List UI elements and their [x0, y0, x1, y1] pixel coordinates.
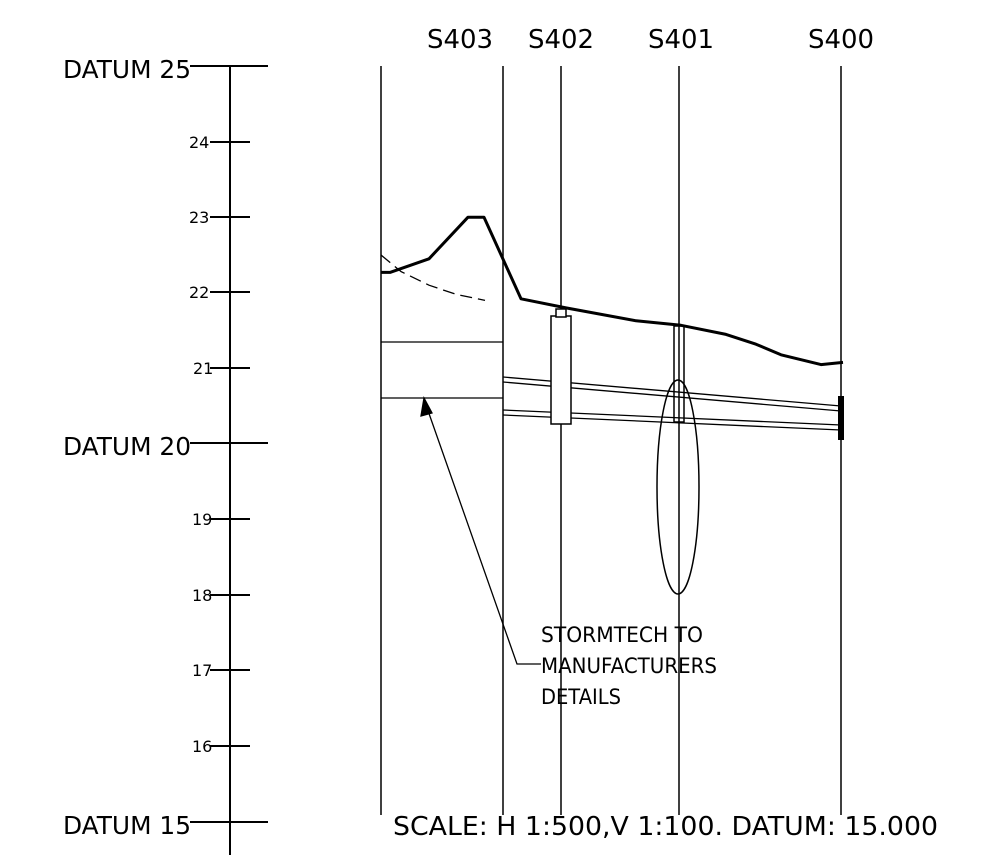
tick-label-21: 21: [193, 359, 213, 378]
tick-label-22: 22: [189, 283, 209, 302]
manhole-s402-shaft: [550, 315, 572, 425]
note-leader-arrowhead: [420, 396, 433, 417]
tick-label-17: 17: [192, 661, 212, 680]
datum-label-20: DATUM 20: [63, 432, 191, 461]
manhole-s402-cover: [555, 308, 567, 318]
station-label-s402: S402: [528, 25, 594, 55]
station-label-s401: S401: [648, 25, 714, 55]
tick-label-18: 18: [192, 586, 212, 605]
level-scale: [190, 65, 268, 855]
note-line-1: STORMTECH TO: [541, 623, 703, 647]
station-lines: [380, 66, 842, 815]
manhole-s401-shaft: [673, 325, 685, 423]
existing-ground-line: [380, 254, 486, 302]
manhole-s402: [550, 308, 572, 425]
datum-label-15: DATUM 15: [63, 811, 191, 840]
note-leader: [420, 396, 541, 665]
outfall-marker-s400: [838, 396, 844, 440]
note-line-2: MANUFACTURERS: [541, 654, 717, 678]
proposed-ground-line: [381, 215, 844, 367]
scale-note: SCALE: H 1:500,V 1:100. DATUM: 15.000: [393, 812, 938, 842]
tick-label-19: 19: [192, 510, 212, 529]
tick-label-16: 16: [192, 737, 212, 756]
tick-label-23: 23: [189, 208, 209, 227]
manhole-s401: [673, 325, 685, 423]
note-leader-line: [425, 404, 541, 665]
highlight-ellipse-s401: [656, 379, 700, 595]
note-line-3: DETAILS: [541, 685, 621, 709]
station-label-s400: S400: [808, 25, 874, 55]
tick-label-24: 24: [189, 133, 209, 152]
datum-label-25: DATUM 25: [63, 55, 191, 84]
station-label-s403: S403: [427, 25, 493, 55]
stormtech-chamber: [381, 341, 503, 399]
